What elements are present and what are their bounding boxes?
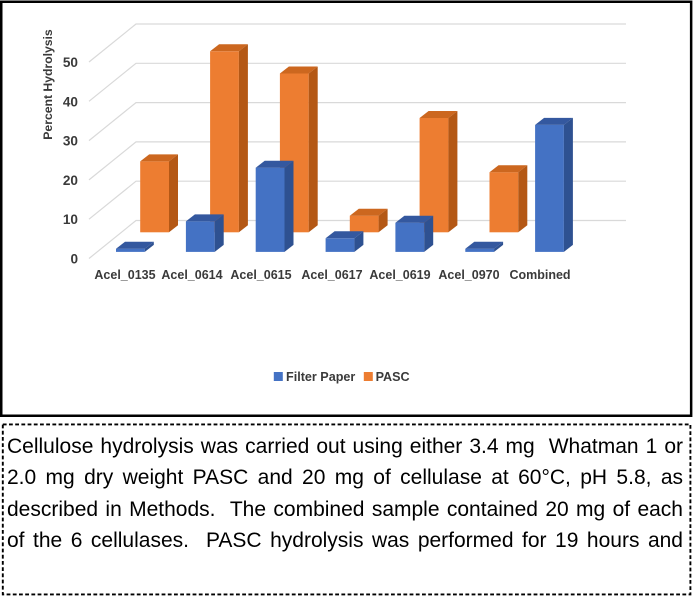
svg-text:PASC: PASC [376,370,410,384]
svg-text:10: 10 [63,212,78,227]
svg-text:Acel_0619: Acel_0619 [369,268,430,282]
svg-text:Acel_0615: Acel_0615 [230,268,291,282]
svg-text:50: 50 [63,55,78,70]
svg-text:Acel_0614: Acel_0614 [161,268,222,282]
svg-text:Combined: Combined [509,268,570,282]
svg-text:Acel_0135: Acel_0135 [94,268,155,282]
svg-text:0: 0 [70,252,78,267]
svg-text:20: 20 [63,173,78,188]
svg-text:Acel_0617: Acel_0617 [301,268,362,282]
svg-text:40: 40 [63,94,78,109]
svg-text:30: 30 [63,134,78,149]
svg-text:Acel_0970: Acel_0970 [438,268,499,282]
svg-text:Percent Hydrolysis: Percent Hydrolysis [41,29,55,140]
svg-text:Filter Paper: Filter Paper [286,370,355,384]
